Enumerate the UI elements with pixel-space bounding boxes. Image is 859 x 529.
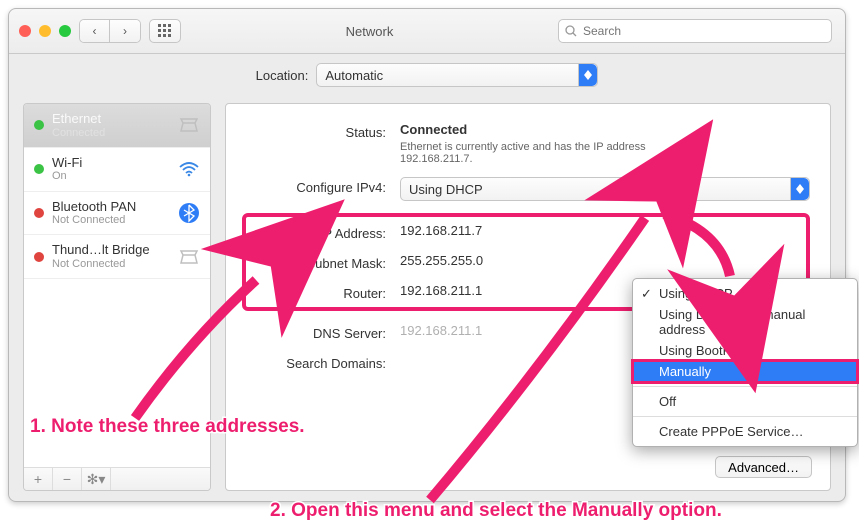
subnet-mask-label: Subnet Mask: (246, 253, 400, 271)
sidebar-item-ethernet[interactable]: Ethernet Connected (24, 104, 210, 148)
menu-item-off[interactable]: Off (633, 391, 857, 412)
ethernet-icon (178, 114, 200, 136)
show-all-button[interactable] (149, 19, 181, 43)
sidebar-item-thunderbolt-bridge[interactable]: Thund…lt Bridge Not Connected (24, 235, 210, 279)
traffic-lights (19, 25, 71, 37)
add-service-button[interactable]: + (24, 468, 53, 490)
remove-service-button[interactable]: − (53, 468, 82, 490)
close-button[interactable] (19, 25, 31, 37)
menu-item-manually[interactable]: Manually (633, 361, 857, 382)
configure-ipv4-label: Configure IPv4: (246, 177, 400, 195)
wifi-icon (178, 158, 200, 180)
configure-ipv4-value: Using DHCP (401, 182, 790, 197)
service-status: Connected (52, 127, 170, 140)
ip-address-label: IP Address: (246, 223, 400, 241)
advanced-button[interactable]: Advanced… (715, 456, 812, 478)
service-status: On (52, 170, 170, 183)
configure-ipv4-popup[interactable]: Using DHCP (400, 177, 810, 201)
status-hint: Ethernet is currently active and has the… (400, 141, 660, 165)
ip-address-row: IP Address: 192.168.211.7 (246, 217, 806, 247)
sidebar-item-bluetooth-pan[interactable]: Bluetooth PAN Not Connected (24, 192, 210, 236)
service-actions-button[interactable]: ✻▾ (82, 468, 111, 490)
nav-back-forward: ‹ › (79, 19, 141, 43)
status-value: Connected (400, 122, 810, 137)
status-dot (34, 120, 44, 130)
router-label: Router: (246, 283, 400, 301)
service-name: Wi-Fi (52, 155, 170, 171)
zoom-button[interactable] (59, 25, 71, 37)
updown-icon (578, 64, 597, 86)
status-label: Status: (246, 122, 400, 140)
window-title: Network (189, 24, 550, 39)
search-input[interactable] (581, 23, 825, 39)
service-name: Ethernet (52, 111, 170, 127)
network-services-list: Ethernet Connected Wi-Fi On Bluetooth PA… (23, 103, 211, 491)
search-field[interactable] (558, 19, 832, 43)
titlebar: ‹ › Network (9, 9, 845, 54)
location-row: Location: Automatic (9, 54, 845, 96)
search-domains-label: Search Domains: (246, 353, 400, 371)
menu-item-using-dhcp-manual[interactable]: Using DHCP with manual address (633, 304, 857, 340)
service-name: Thund…lt Bridge (52, 242, 170, 258)
configure-ipv4-menu[interactable]: Using DHCP Using DHCP with manual addres… (632, 278, 858, 447)
status-dot (34, 208, 44, 218)
subnet-mask-value: 255.255.255.0 (400, 253, 806, 268)
sidebar-footer: + − ✻▾ (24, 467, 210, 490)
sidebar-item-wifi[interactable]: Wi-Fi On (24, 148, 210, 192)
forward-button[interactable]: › (110, 20, 140, 42)
location-value: Automatic (317, 68, 578, 83)
menu-separator (633, 386, 857, 387)
menu-item-create-pppoe[interactable]: Create PPPoE Service… (633, 421, 857, 442)
menu-item-using-dhcp[interactable]: Using DHCP (633, 283, 857, 304)
location-label: Location: (256, 68, 309, 83)
service-status: Not Connected (52, 214, 170, 227)
status-row: Status: Connected Ethernet is currently … (246, 122, 810, 165)
ethernet-icon (178, 246, 200, 268)
service-status: Not Connected (52, 258, 170, 271)
advanced-row: Advanced… (715, 456, 812, 478)
status-dot (34, 164, 44, 174)
menu-item-using-bootp[interactable]: Using BootP (633, 340, 857, 361)
ip-address-value: 192.168.211.7 (400, 223, 806, 238)
configure-ipv4-row: Configure IPv4: Using DHCP (246, 177, 810, 201)
dns-server-label: DNS Server: (246, 323, 400, 341)
menu-separator (633, 416, 857, 417)
annotation-text-2: 2. Open this menu and select the Manuall… (270, 500, 722, 521)
status-dot (34, 252, 44, 262)
search-icon (565, 25, 577, 37)
service-name: Bluetooth PAN (52, 199, 170, 215)
location-popup[interactable]: Automatic (316, 63, 598, 87)
minimize-button[interactable] (39, 25, 51, 37)
bluetooth-icon (178, 202, 200, 224)
subnet-mask-row: Subnet Mask: 255.255.255.0 (246, 247, 806, 277)
back-button[interactable]: ‹ (80, 20, 110, 42)
grid-icon (158, 24, 172, 38)
updown-icon (790, 178, 809, 200)
